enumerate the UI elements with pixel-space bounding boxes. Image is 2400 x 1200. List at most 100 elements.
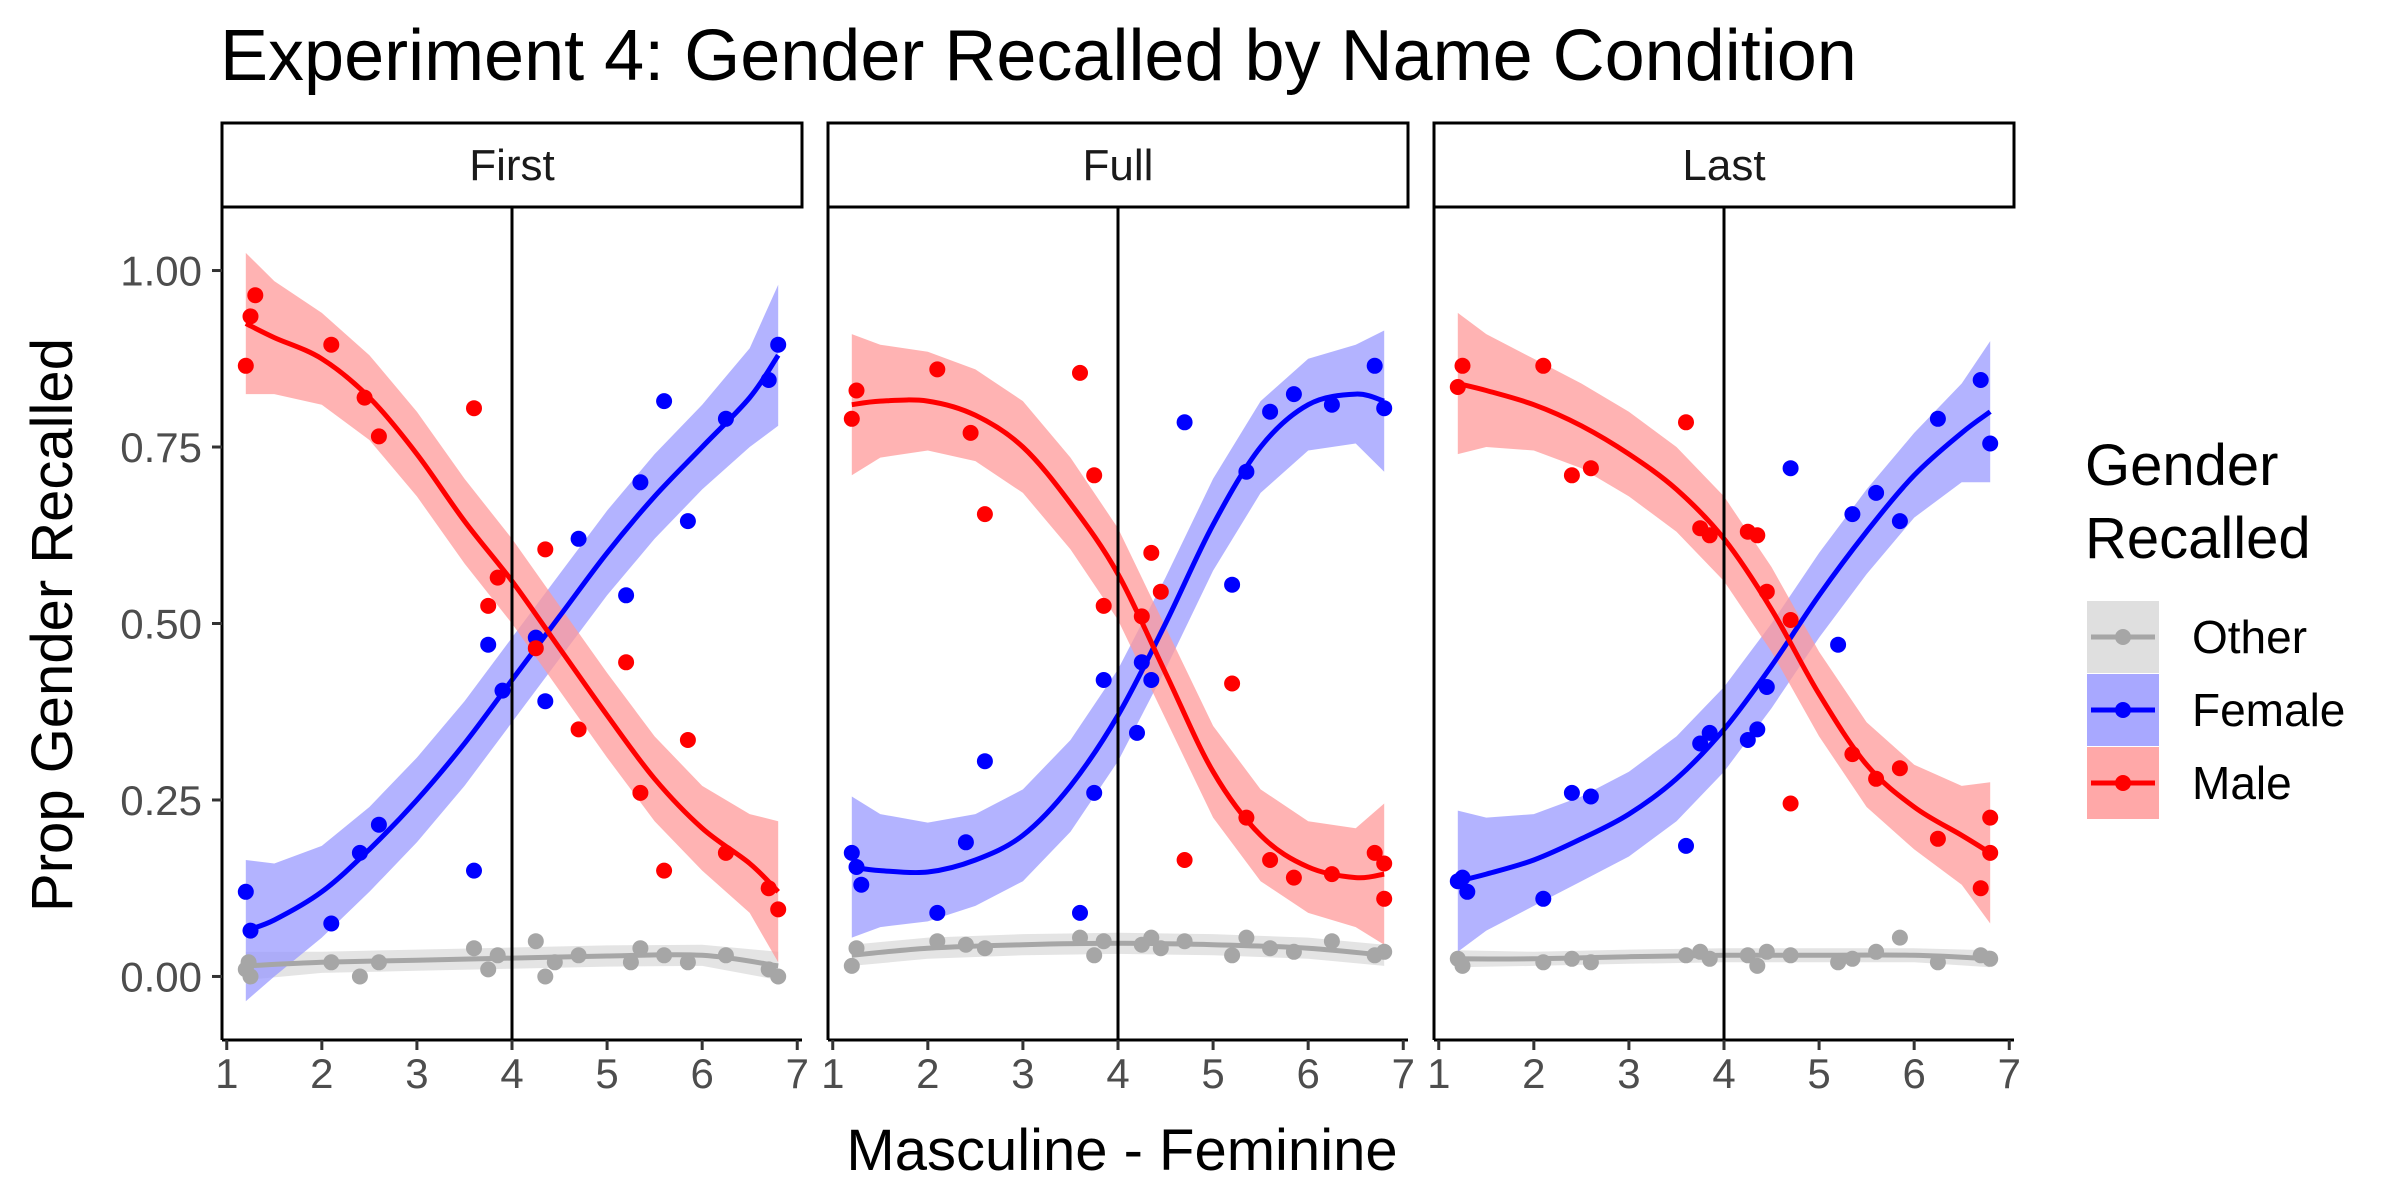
x-tick-label: 2 xyxy=(310,1050,333,1097)
data-point-male xyxy=(1758,583,1775,600)
data-point-male xyxy=(976,506,993,523)
data-point-female xyxy=(1072,904,1088,921)
x-tick-label: 4 xyxy=(500,1050,523,1097)
data-point-female xyxy=(957,834,974,851)
data-point-female xyxy=(1678,837,1694,854)
data-point-female xyxy=(1376,400,1393,417)
x-tick-label: 1 xyxy=(821,1050,844,1097)
data-point-female xyxy=(570,530,587,547)
panel-last: Last 1 2 3 4 5 6 7 xyxy=(1427,121,2021,1097)
data-point-female xyxy=(237,883,254,900)
x-tick-label: 7 xyxy=(1392,1050,1415,1097)
data-point-other xyxy=(1072,929,1088,946)
data-point-male xyxy=(1086,467,1103,484)
data-point-female xyxy=(1535,890,1552,907)
data-point-female xyxy=(1086,784,1103,801)
x-tick-label: 1 xyxy=(1427,1050,1450,1097)
data-point-male xyxy=(1844,746,1861,763)
data-point-male xyxy=(1095,597,1112,614)
data-point-female xyxy=(1701,724,1718,741)
data-point-female xyxy=(1891,513,1908,530)
data-point-other xyxy=(843,957,860,974)
data-point-other xyxy=(632,940,649,957)
data-point-male xyxy=(1535,357,1552,374)
data-point-other xyxy=(323,954,340,971)
data-point-other xyxy=(570,947,587,964)
data-point-female xyxy=(1563,784,1580,801)
data-point-female xyxy=(1972,372,1989,388)
x-tick-label: 5 xyxy=(1201,1050,1224,1097)
strip-label: Full xyxy=(1083,141,1154,190)
data-point-male xyxy=(843,410,860,427)
data-point-other xyxy=(1701,950,1718,967)
fit-line-male xyxy=(851,397,1385,881)
x-tick-label: 5 xyxy=(595,1050,618,1097)
data-point-female xyxy=(1692,735,1709,752)
data-point-male xyxy=(1782,795,1799,812)
data-point-male xyxy=(760,880,777,897)
chart-title: Experiment 4: Gender Recalled by Name Co… xyxy=(220,16,1857,96)
data-point-other xyxy=(1535,954,1552,971)
data-point-male xyxy=(1323,866,1340,883)
data-point-male xyxy=(1376,855,1393,872)
data-point-male xyxy=(618,654,635,671)
data-point-male xyxy=(1133,608,1150,625)
panel-full: Full 1 2 3 4 5 6 7 xyxy=(821,121,1415,1097)
data-point-male xyxy=(237,357,254,374)
data-point-other xyxy=(1929,954,1946,971)
legend-point-swatch xyxy=(2115,775,2131,791)
x-tick-label: 3 xyxy=(1617,1050,1640,1097)
x-tick-label: 3 xyxy=(1011,1050,1034,1097)
data-point-other xyxy=(1758,943,1775,960)
data-point-male xyxy=(1701,527,1718,544)
data-point-male xyxy=(1449,379,1466,395)
y-axis-title: Prop Gender Recalled xyxy=(20,338,85,912)
strip-box xyxy=(220,121,804,209)
strip-label: First xyxy=(469,141,555,190)
data-point-male xyxy=(1376,890,1393,907)
data-point-male xyxy=(242,308,259,325)
data-point-other xyxy=(1262,940,1279,957)
data-point-other xyxy=(1563,950,1580,967)
data-point-male xyxy=(1982,809,1999,826)
data-point-other xyxy=(656,947,673,964)
data-point-male xyxy=(1891,760,1908,777)
x-tick-label: 6 xyxy=(1902,1050,1925,1097)
strip-box xyxy=(826,121,1410,209)
strip-label: Last xyxy=(1682,141,1765,190)
data-point-female xyxy=(853,876,870,893)
data-point-other xyxy=(1238,929,1255,946)
facet-panels: First 1 2 3 4 5 6 7 0.00 0.25 0.50 0.75 1.00 Full 1 2 3 4… xyxy=(120,121,2021,1097)
x-tick-label: 6 xyxy=(690,1050,713,1097)
legend-key-female xyxy=(2087,674,2159,746)
data-point-other xyxy=(1376,943,1393,960)
x-axis-title: Masculine - Feminine xyxy=(846,1118,1397,1183)
data-point-male xyxy=(356,389,373,406)
data-point-female xyxy=(679,513,696,530)
data-point-male xyxy=(370,428,387,445)
confidence-band-male xyxy=(851,334,1385,945)
legend-point-swatch xyxy=(2115,702,2131,718)
data-point-female xyxy=(1868,484,1885,501)
data-point-female xyxy=(1176,414,1193,431)
data-point-female xyxy=(480,636,497,653)
data-point-male xyxy=(570,721,587,738)
data-point-other xyxy=(1830,954,1847,971)
data-point-male xyxy=(1582,460,1599,477)
data-point-male xyxy=(770,901,787,918)
data-point-male xyxy=(717,844,734,861)
data-point-female xyxy=(466,862,482,879)
x-tick-label: 6 xyxy=(1296,1050,1319,1097)
data-point-other xyxy=(976,940,993,957)
data-point-other xyxy=(1739,947,1756,964)
legend-label-male: Male xyxy=(2192,757,2292,809)
y-tick-label: 0.50 xyxy=(120,601,202,648)
data-point-female xyxy=(1238,463,1255,480)
x-tick-label: 7 xyxy=(786,1050,809,1097)
data-point-female xyxy=(1224,576,1241,593)
data-point-male xyxy=(1143,544,1160,561)
data-point-female xyxy=(1095,672,1112,688)
data-point-other xyxy=(929,933,946,950)
data-point-other xyxy=(466,940,482,957)
data-point-other xyxy=(1323,933,1340,950)
